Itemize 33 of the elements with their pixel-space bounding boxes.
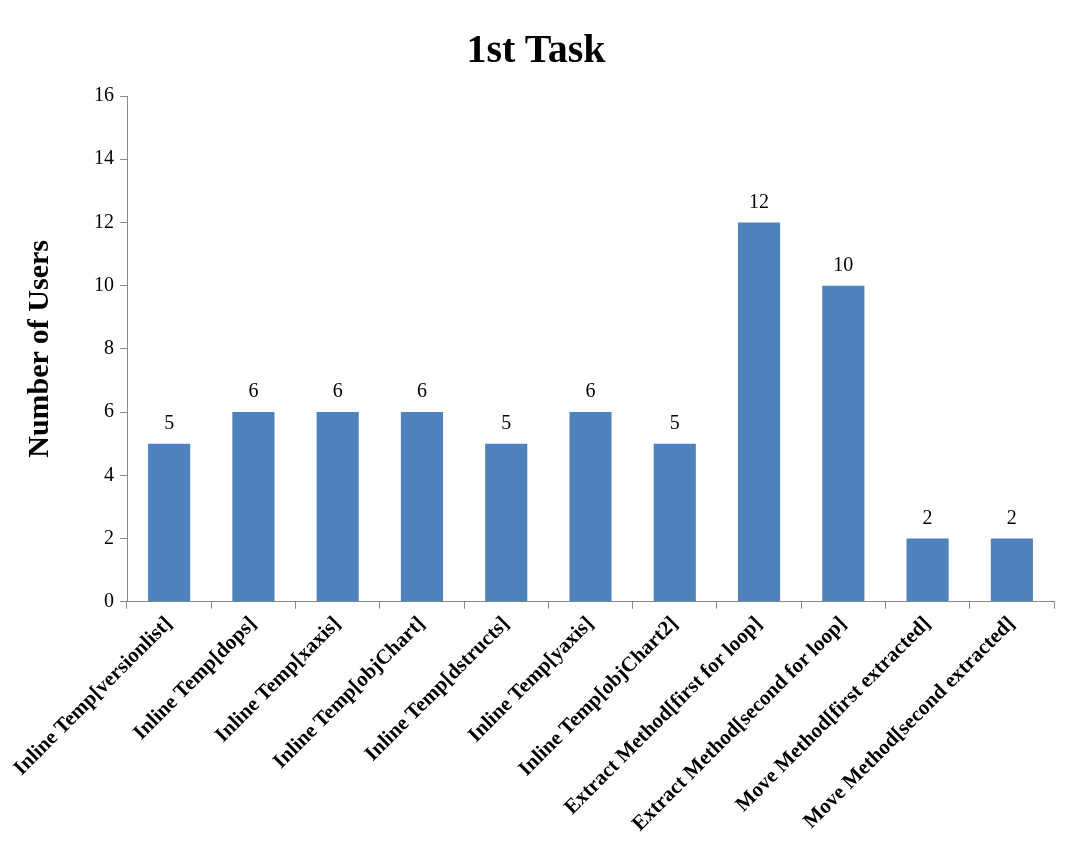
data-label: 12 — [749, 189, 770, 212]
data-label: 6 — [585, 379, 596, 402]
bar — [485, 443, 528, 602]
y-axis-title: Number of Users — [20, 240, 54, 458]
data-label: 5 — [669, 410, 680, 433]
y-tick-label: 6 — [104, 399, 114, 422]
data-label: 6 — [248, 379, 259, 402]
y-tick-label: 4 — [104, 462, 114, 485]
bar — [232, 412, 275, 602]
data-label: 5 — [501, 410, 512, 433]
data-label: 2 — [1006, 505, 1017, 528]
bar — [990, 538, 1033, 602]
data-label: 10 — [833, 252, 854, 275]
y-tick-label: 0 — [104, 588, 114, 611]
bar — [148, 443, 191, 602]
y-tick-label: 2 — [104, 525, 114, 548]
bar — [906, 538, 949, 602]
bar — [737, 222, 781, 602]
chart-title: 1st Task — [466, 26, 607, 72]
bar — [400, 412, 444, 602]
data-label: 5 — [164, 410, 175, 433]
data-label: 6 — [332, 379, 343, 402]
y-tick-label: 10 — [94, 272, 114, 295]
y-tick-label: 16 — [94, 83, 114, 106]
bar — [316, 412, 359, 602]
data-label: 6 — [416, 379, 427, 402]
data-label: 2 — [922, 505, 933, 528]
y-tick-label: 14 — [94, 146, 114, 169]
y-tick-label: 12 — [94, 209, 114, 232]
bar — [569, 412, 612, 602]
bar — [653, 443, 696, 602]
bar — [822, 285, 865, 602]
y-tick-label: 8 — [104, 336, 114, 359]
